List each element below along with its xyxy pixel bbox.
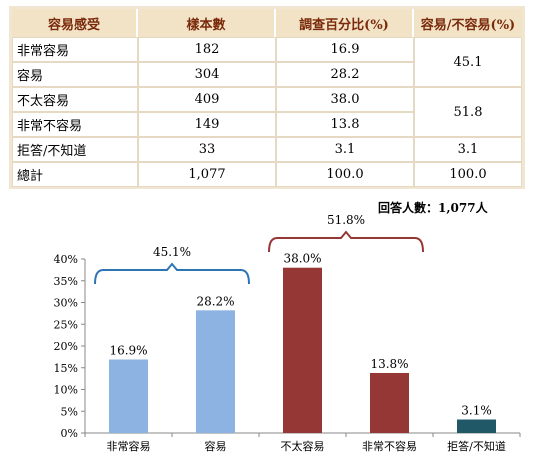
row-sample: 182 [138,37,276,62]
data-label: 28.2% [196,294,234,308]
category-label: 拒答/不知道 [447,439,506,453]
row-sample: 1,077 [138,162,276,187]
data-label: 16.9% [109,343,147,357]
group-bracket-label: 51.8% [327,215,365,227]
group-easy-total: 45.1 [414,37,522,87]
bar-chart: 0% 5% 10% 15% 20% 25% 30% 35% 40% 16.9% 非常容易 28.2% 容… [54,215,521,453]
y-tick-label: 0% [61,427,78,440]
header-easy-not-easy: 容易/不容易(%) [414,9,522,37]
row-label: 總計 [12,162,138,187]
row-percent: 28.2 [276,62,414,87]
group-bracket [268,230,424,253]
table-row: 容易 304 28.2 [12,62,522,87]
bar [283,267,322,433]
row-label: 容易 [12,62,138,87]
group-not-easy-total: 51.8 [414,87,522,137]
y-tick-label: 10% [54,384,78,397]
bar [370,372,409,433]
group-bracket-label: 45.1% [153,245,191,259]
y-tick-label: 30% [54,297,78,310]
category-label: 非常不容易 [362,439,417,453]
category-label: 容易 [205,439,227,453]
y-tick-label: 5% [61,405,78,418]
y-tick-label: 35% [54,275,78,288]
results-table: 容易感受 樣本數 調查百分比(%) 容易/不容易(%) 非常容易 182 16.… [12,9,522,187]
category-label: 非常容易 [107,439,151,453]
category-label: 不太容易 [281,439,325,453]
y-tick-label: 40% [54,253,78,266]
table-row: 不太容易 409 38.0 51.8 [12,87,522,137]
data-label: 38.0% [283,252,321,266]
table-header-row: 容易感受 樣本數 調查百分比(%) 容易/不容易(%) [12,9,522,37]
row-label: 拒答/不知道 [12,137,138,162]
table-row: 非常容易 182 16.9 45.1 [12,37,522,87]
header-percent: 調查百分比(%) [276,9,414,37]
respondent-count: 回答人數：1,077人 [378,201,488,215]
header-sample-size: 樣本數 [138,9,276,37]
y-tick-label: 15% [54,362,78,375]
row-sample: 149 [138,112,276,137]
row-label: 非常容易 [12,37,138,62]
y-tick-label: 20% [54,340,78,353]
row-label: 非常不容易 [12,112,138,137]
data-label: 3.1% [461,404,492,418]
y-tick-label: 25% [54,318,78,331]
table-row: 拒答/不知道 33 3.1 3.1 [12,137,522,162]
row-percent: 100.0 [276,162,414,187]
bar [196,310,235,433]
row-sample: 33 [138,137,276,162]
row-percent: 13.8 [276,112,414,137]
table-row: 非常不容易 149 13.8 [12,112,522,137]
row-percent: 3.1 [276,137,414,162]
bar [457,419,496,433]
bar [109,359,148,433]
data-label: 13.8% [370,357,408,371]
row-group: 3.1 [414,137,522,162]
table-row-total: 總計 1,077 100.0 100.0 [12,162,522,187]
row-percent: 16.9 [276,37,414,62]
row-sample: 304 [138,62,276,87]
row-group: 100.0 [414,162,522,187]
row-percent: 38.0 [276,87,414,112]
row-label: 不太容易 [12,87,138,112]
group-bracket [94,262,250,285]
results-table-frame: 容易感受 樣本數 調查百分比(%) 容易/不容易(%) 非常容易 182 16.… [9,6,525,189]
row-sample: 409 [138,87,276,112]
header-feeling: 容易感受 [12,9,138,37]
